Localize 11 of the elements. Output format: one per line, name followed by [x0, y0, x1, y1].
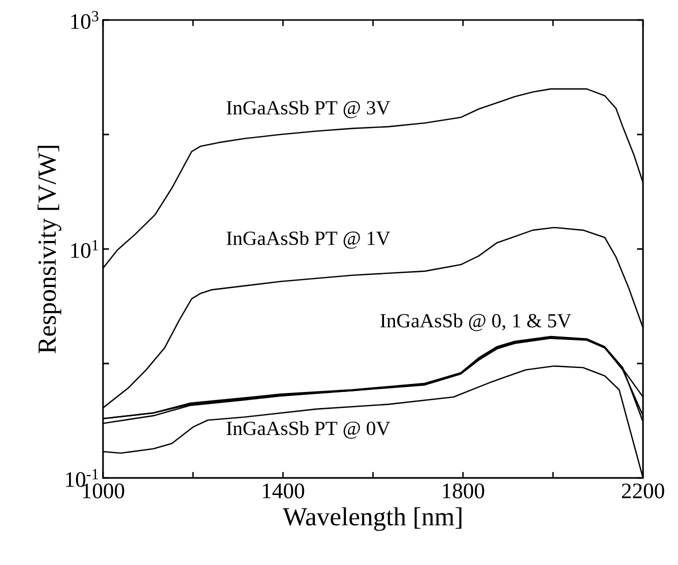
y-axis-title: Responsivity [V/W] — [38, 146, 62, 354]
annotation: InGaAsSb PT @ 3V — [226, 100, 390, 118]
x-axis-title: Wavelength [nm] — [282, 507, 462, 531]
y-tick-label: 10$^{1}$ — [71, 240, 98, 258]
y-tick-label: 10$^{3}$ — [71, 11, 98, 29]
annotation: InGaAsSb @ 0, 1 & 5V — [380, 313, 572, 332]
annotation: InGaAsSb PT @ 1V — [226, 230, 390, 249]
x-tick-label: 1400 — [262, 484, 304, 498]
x-tick-label: 1800 — [442, 484, 484, 498]
annotation: InGaAsSb PT @ 0V — [226, 421, 390, 439]
x-tick-label: 2200 — [622, 484, 664, 498]
